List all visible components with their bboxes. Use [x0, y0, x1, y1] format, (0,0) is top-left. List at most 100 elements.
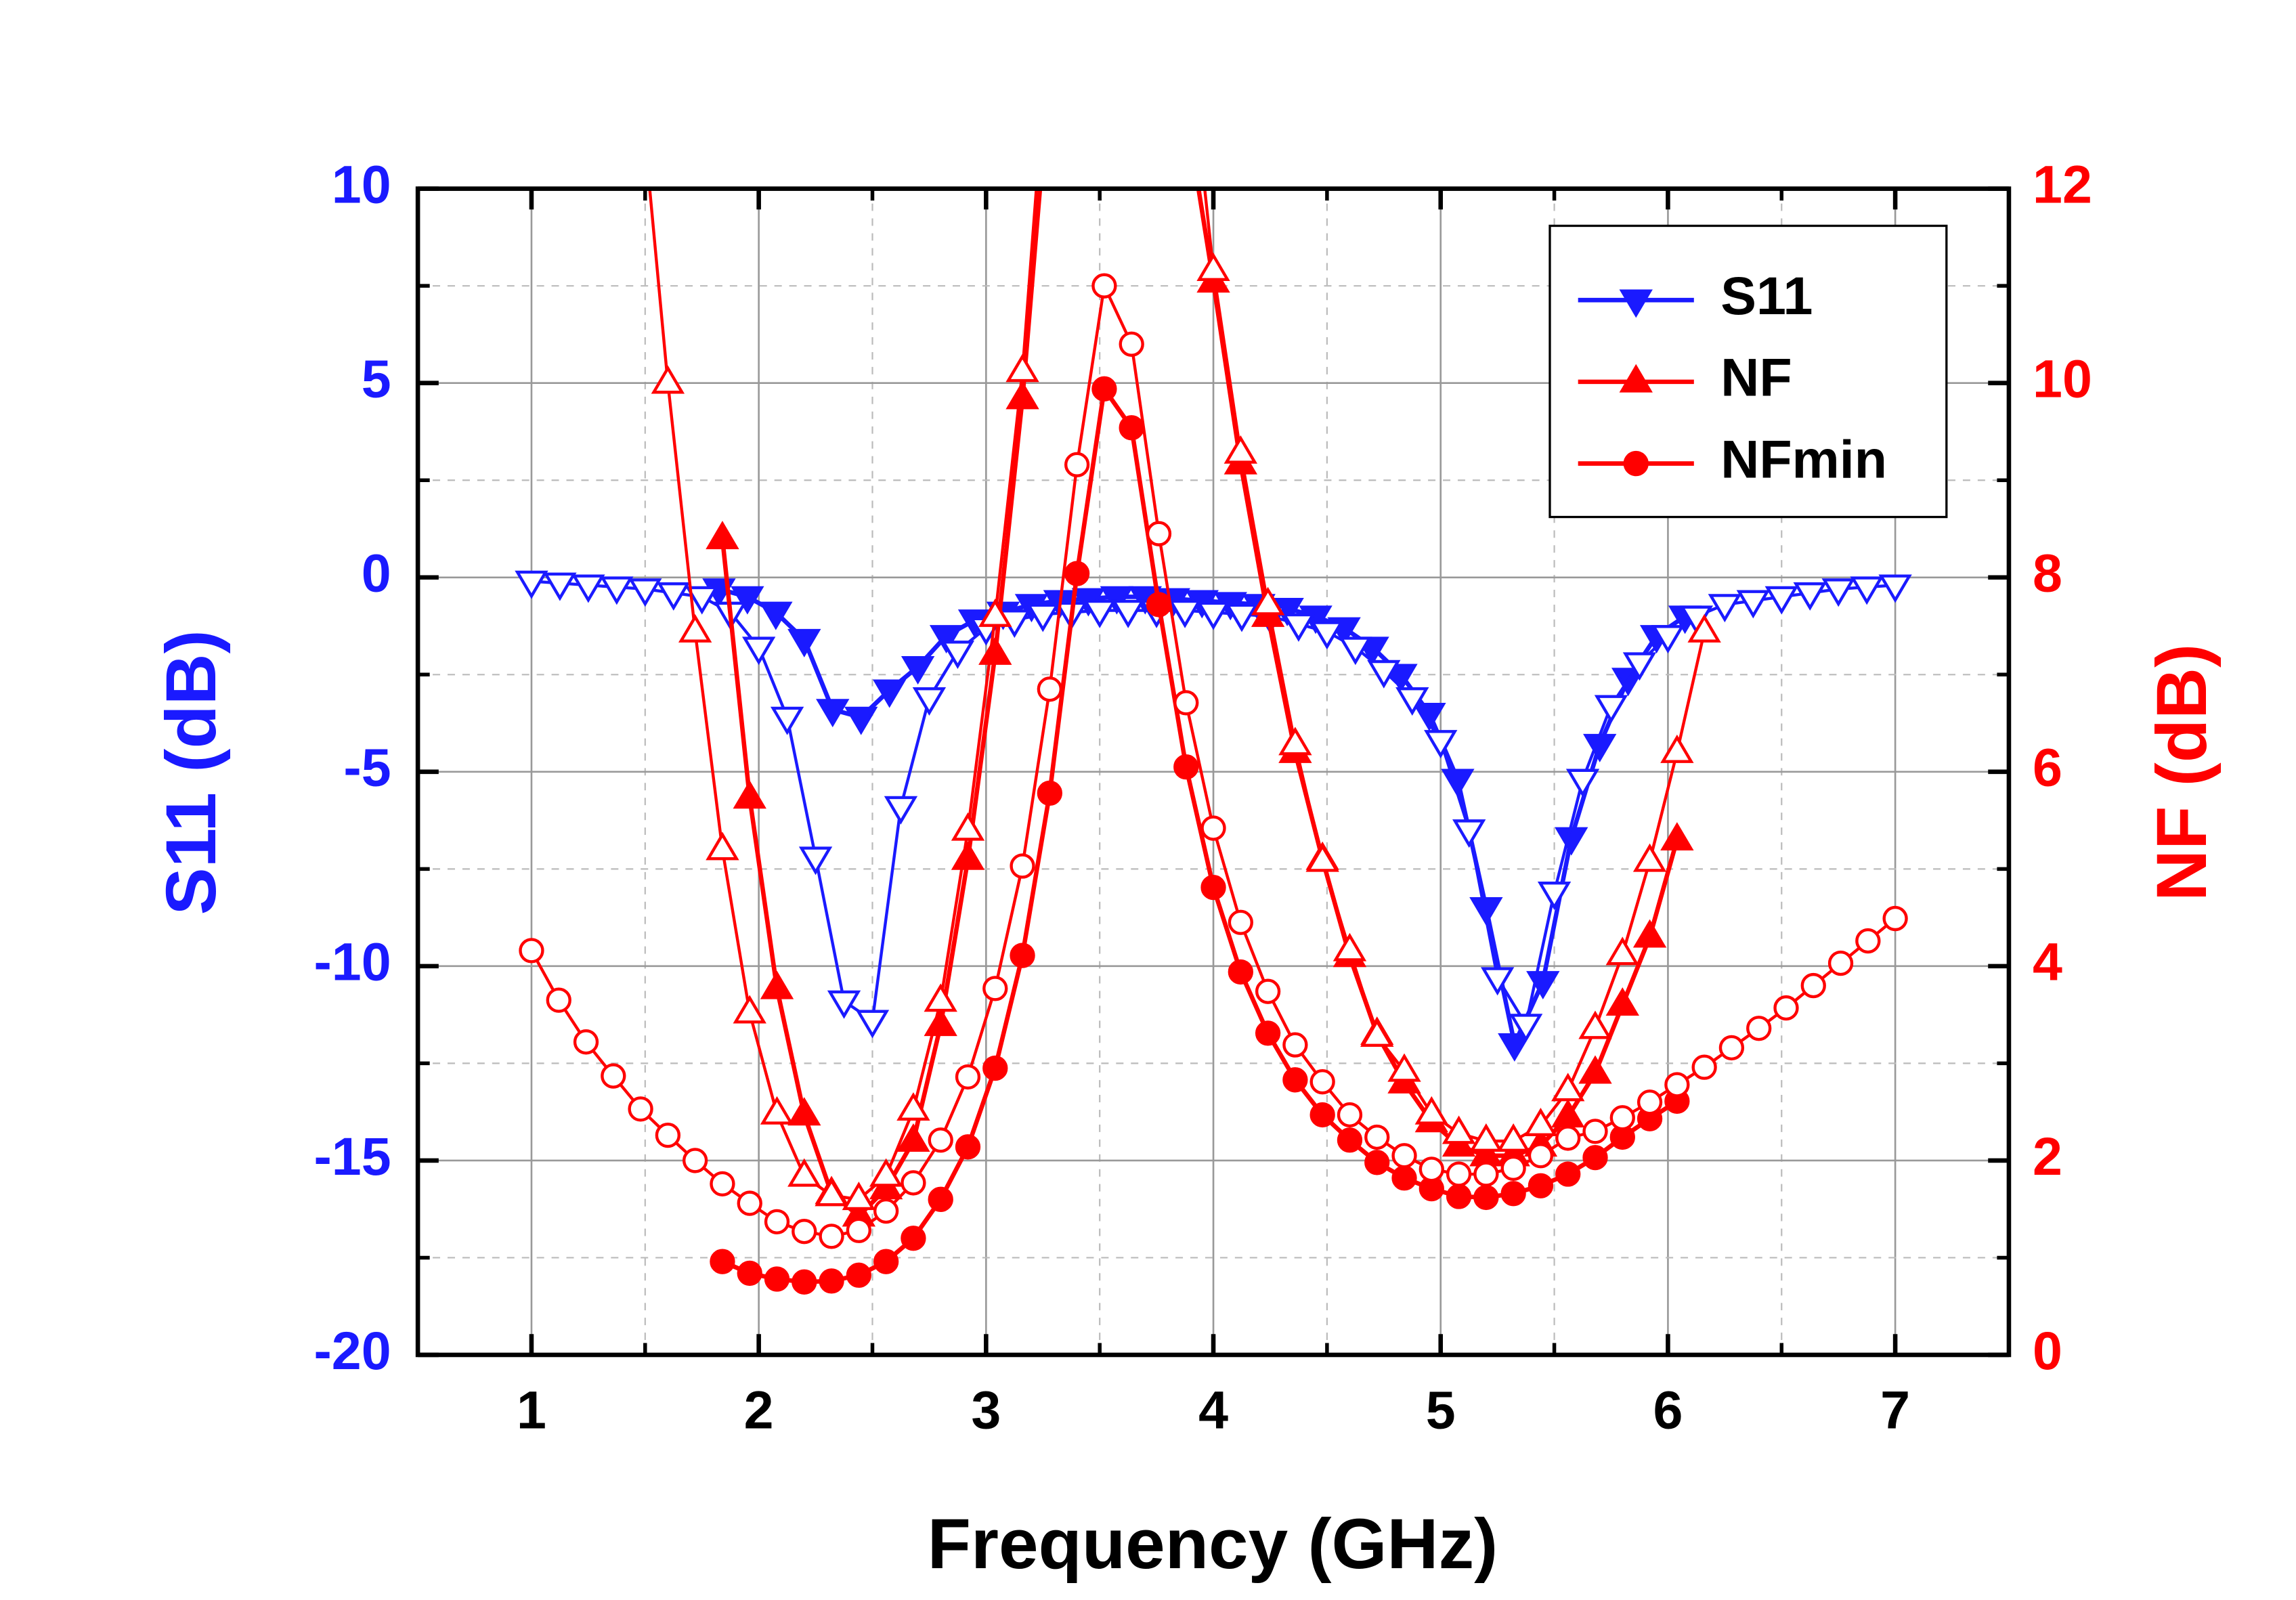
- marker: [764, 1266, 790, 1292]
- marker: [1091, 273, 1117, 299]
- marker: [1473, 1184, 1499, 1211]
- marker: [1528, 1173, 1554, 1198]
- marker: [1651, 625, 1685, 654]
- marker: [982, 1055, 1008, 1081]
- marker: [1146, 521, 1172, 546]
- marker: [1367, 660, 1401, 689]
- y-tick-label: 0: [362, 544, 391, 603]
- marker: [1773, 995, 1799, 1021]
- marker: [1632, 919, 1667, 948]
- marker: [842, 1182, 876, 1211]
- marker: [1537, 882, 1572, 911]
- marker: [819, 1224, 844, 1249]
- marker: [1565, 769, 1600, 798]
- marker: [1473, 1161, 1499, 1187]
- marker: [1026, 603, 1060, 632]
- y-axis-title: S11 (dB): [152, 630, 231, 915]
- marker: [928, 1127, 953, 1153]
- marker: [951, 812, 985, 841]
- marker: [737, 1260, 762, 1287]
- marker: [896, 1092, 930, 1121]
- marker: [951, 841, 985, 870]
- marker: [901, 656, 935, 685]
- marker: [1310, 621, 1344, 650]
- marker: [1005, 381, 1039, 410]
- x-tick-label: 6: [1653, 1381, 1683, 1440]
- x-axis-title: Frequency (GHz): [928, 1505, 1498, 1584]
- marker: [1168, 599, 1202, 628]
- marker: [571, 574, 605, 603]
- legend: S11 NF NFmin: [1548, 224, 1948, 519]
- marker: [1111, 599, 1145, 628]
- marker: [1878, 574, 1912, 603]
- y-tick-label: 10: [332, 155, 391, 215]
- marker: [827, 990, 861, 1019]
- marker: [1223, 435, 1258, 464]
- marker: [1480, 967, 1515, 996]
- marker: [798, 846, 833, 875]
- marker: [760, 970, 794, 999]
- marker: [1442, 1115, 1476, 1144]
- marker: [1278, 727, 1312, 756]
- marker: [1064, 452, 1090, 477]
- marker: [896, 1123, 930, 1152]
- marker: [792, 1219, 817, 1245]
- marker: [1309, 1102, 1335, 1128]
- marker: [901, 1170, 926, 1196]
- marker: [1500, 1181, 1526, 1207]
- marker: [1424, 730, 1458, 759]
- marker: [1500, 1155, 1526, 1182]
- x-tick-label: 5: [1426, 1381, 1456, 1440]
- x-tick-label: 1: [517, 1381, 546, 1440]
- marker: [1391, 1143, 1417, 1169]
- marker: [1282, 1032, 1308, 1058]
- marker: [628, 1096, 653, 1122]
- marker: [1800, 972, 1826, 999]
- marker: [1196, 601, 1230, 630]
- marker: [1200, 874, 1226, 901]
- marker: [1100, 586, 1134, 615]
- y-tick-label: 5: [362, 349, 391, 409]
- marker: [1037, 676, 1062, 702]
- marker: [733, 780, 766, 809]
- marker: [655, 1122, 681, 1148]
- marker: [1582, 1144, 1608, 1171]
- marker: [706, 831, 739, 861]
- marker: [1387, 1053, 1421, 1082]
- marker: [737, 1190, 762, 1216]
- marker: [1337, 1127, 1363, 1153]
- marker: [1555, 1161, 1581, 1187]
- marker: [1736, 590, 1770, 619]
- marker: [792, 1269, 817, 1295]
- marker: [657, 582, 691, 611]
- marker: [873, 1249, 899, 1274]
- marker: [1119, 331, 1144, 357]
- marker: [978, 636, 1012, 665]
- marker: [1578, 1055, 1612, 1084]
- plot-area: [515, 188, 1912, 1295]
- marker: [515, 570, 548, 599]
- marker: [1333, 932, 1367, 961]
- marker: [1005, 353, 1039, 383]
- marker: [1282, 613, 1316, 642]
- marker: [731, 586, 764, 615]
- marker: [869, 1158, 903, 1187]
- marker: [1827, 950, 1854, 976]
- marker: [1660, 734, 1694, 763]
- marker: [1228, 959, 1253, 985]
- marker: [1337, 1102, 1363, 1128]
- y-tick-label: -15: [313, 1127, 391, 1186]
- marker: [873, 1198, 899, 1224]
- marker: [1622, 652, 1657, 681]
- marker: [901, 1226, 926, 1251]
- marker: [1083, 599, 1117, 628]
- marker: [1395, 687, 1429, 716]
- marker: [872, 679, 907, 708]
- y2-tick-label: 6: [2033, 738, 2062, 798]
- legend-box: [1548, 224, 1948, 519]
- marker: [741, 636, 776, 666]
- x-tick-label: 2: [744, 1381, 774, 1440]
- marker: [1882, 905, 1908, 932]
- marker: [846, 1217, 872, 1243]
